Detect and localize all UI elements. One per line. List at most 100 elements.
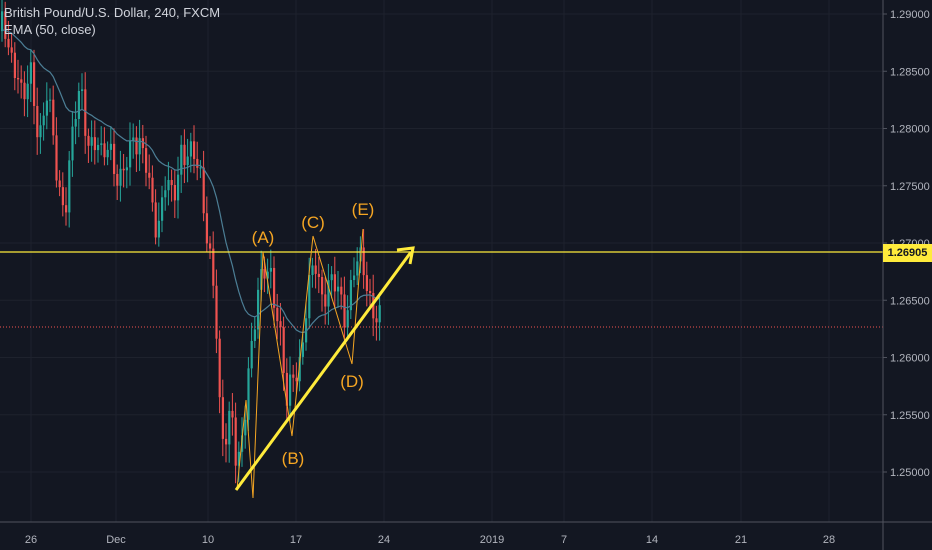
candle-body	[250, 340, 253, 369]
candle-body	[209, 243, 212, 249]
y-tick-label: 1.28500	[890, 66, 930, 78]
candle-body	[103, 143, 106, 158]
candle-body	[218, 338, 221, 398]
candle-body	[61, 187, 64, 206]
candle-body	[353, 275, 356, 281]
candle-body	[7, 38, 10, 48]
candle-body	[186, 156, 189, 166]
candle-body	[266, 271, 269, 279]
candle-body	[167, 179, 170, 191]
candle-body	[65, 205, 68, 213]
candle-body	[285, 372, 288, 406]
candle-body	[71, 126, 74, 161]
candle-body	[282, 327, 285, 373]
x-tick-label: 7	[561, 534, 567, 546]
x-tick-label: 17	[290, 534, 302, 546]
wave-label: (E)	[352, 200, 375, 219]
candle-body	[260, 269, 263, 290]
pattern-zigzag[interactable]	[252, 228, 364, 499]
candle-body	[4, 11, 7, 39]
candle-body	[135, 137, 138, 155]
wave-label: (A)	[252, 228, 275, 247]
candle-body	[58, 180, 61, 188]
candle-body	[13, 52, 16, 78]
candle-body	[138, 138, 141, 155]
candle-body	[164, 190, 167, 198]
x-tick-label: 10	[202, 534, 214, 546]
candle-body	[369, 290, 372, 294]
candle-body	[333, 274, 336, 292]
candle-body	[228, 410, 231, 445]
x-tick-label: 2019	[480, 534, 504, 546]
candle-body	[378, 305, 381, 323]
candle-body	[295, 377, 298, 382]
candle-body	[196, 158, 199, 168]
candle-body	[212, 248, 215, 286]
candle-body	[161, 197, 164, 221]
candle-body	[365, 275, 368, 291]
candle-body	[177, 174, 180, 201]
candle-body	[36, 105, 39, 138]
candle-body	[55, 135, 58, 181]
candle-body	[17, 77, 20, 80]
candle-body	[81, 89, 84, 91]
candle-body	[52, 99, 55, 136]
trend-arrow-head	[396, 246, 415, 265]
candle-body	[305, 318, 308, 343]
candle-body	[77, 90, 80, 119]
x-tick-label: 26	[25, 534, 37, 546]
candle-body	[289, 374, 292, 406]
candle-body	[279, 321, 282, 328]
candle-body	[189, 141, 192, 157]
candlestick-series	[1, 0, 381, 484]
candle-body	[298, 356, 301, 382]
candle-body	[237, 451, 240, 466]
candle-body	[119, 168, 122, 186]
candle-body	[231, 410, 234, 418]
candle-body	[23, 82, 26, 100]
candle-body	[199, 167, 202, 169]
candle-body	[205, 213, 208, 244]
candle-body	[234, 417, 237, 466]
x-tick-label: 14	[646, 534, 658, 546]
candle-body	[244, 419, 247, 436]
x-tick-label: 28	[823, 534, 835, 546]
candle-body	[349, 280, 352, 311]
candle-body	[346, 310, 349, 328]
y-tick-label: 1.29000	[890, 9, 930, 21]
candle-body	[109, 143, 112, 150]
y-tick-label: 1.26000	[890, 353, 930, 365]
wave-label: (C)	[301, 213, 325, 232]
candle-body	[97, 144, 100, 151]
candle-body	[106, 149, 109, 158]
candle-body	[308, 275, 311, 319]
x-tick-label: Dec	[106, 534, 126, 546]
candle-body	[10, 47, 13, 53]
wave-label: (D)	[340, 372, 364, 391]
candle-body	[276, 307, 279, 322]
candle-body	[317, 273, 320, 277]
trend-line[interactable]	[234, 251, 413, 491]
candle-body	[125, 167, 128, 171]
chart-grid	[0, 0, 883, 522]
candle-body	[247, 368, 250, 420]
candle-body	[42, 115, 45, 126]
symbol-title: British Pound/U.S. Dollar, 240, FXCM	[4, 5, 221, 20]
candle-body	[151, 177, 154, 203]
candle-body	[241, 435, 244, 452]
candle-body	[93, 137, 96, 151]
candle-body	[113, 143, 116, 174]
candle-body	[49, 99, 52, 101]
candle-body	[343, 294, 346, 328]
candle-body	[173, 185, 176, 201]
candle-body	[183, 144, 186, 166]
y-tick-label: 1.26500	[890, 295, 930, 307]
candle-body	[154, 202, 157, 238]
candle-body	[362, 247, 365, 276]
candle-body	[327, 280, 330, 307]
candle-body	[311, 265, 314, 276]
candle-body	[257, 289, 260, 330]
candle-body	[74, 118, 77, 127]
